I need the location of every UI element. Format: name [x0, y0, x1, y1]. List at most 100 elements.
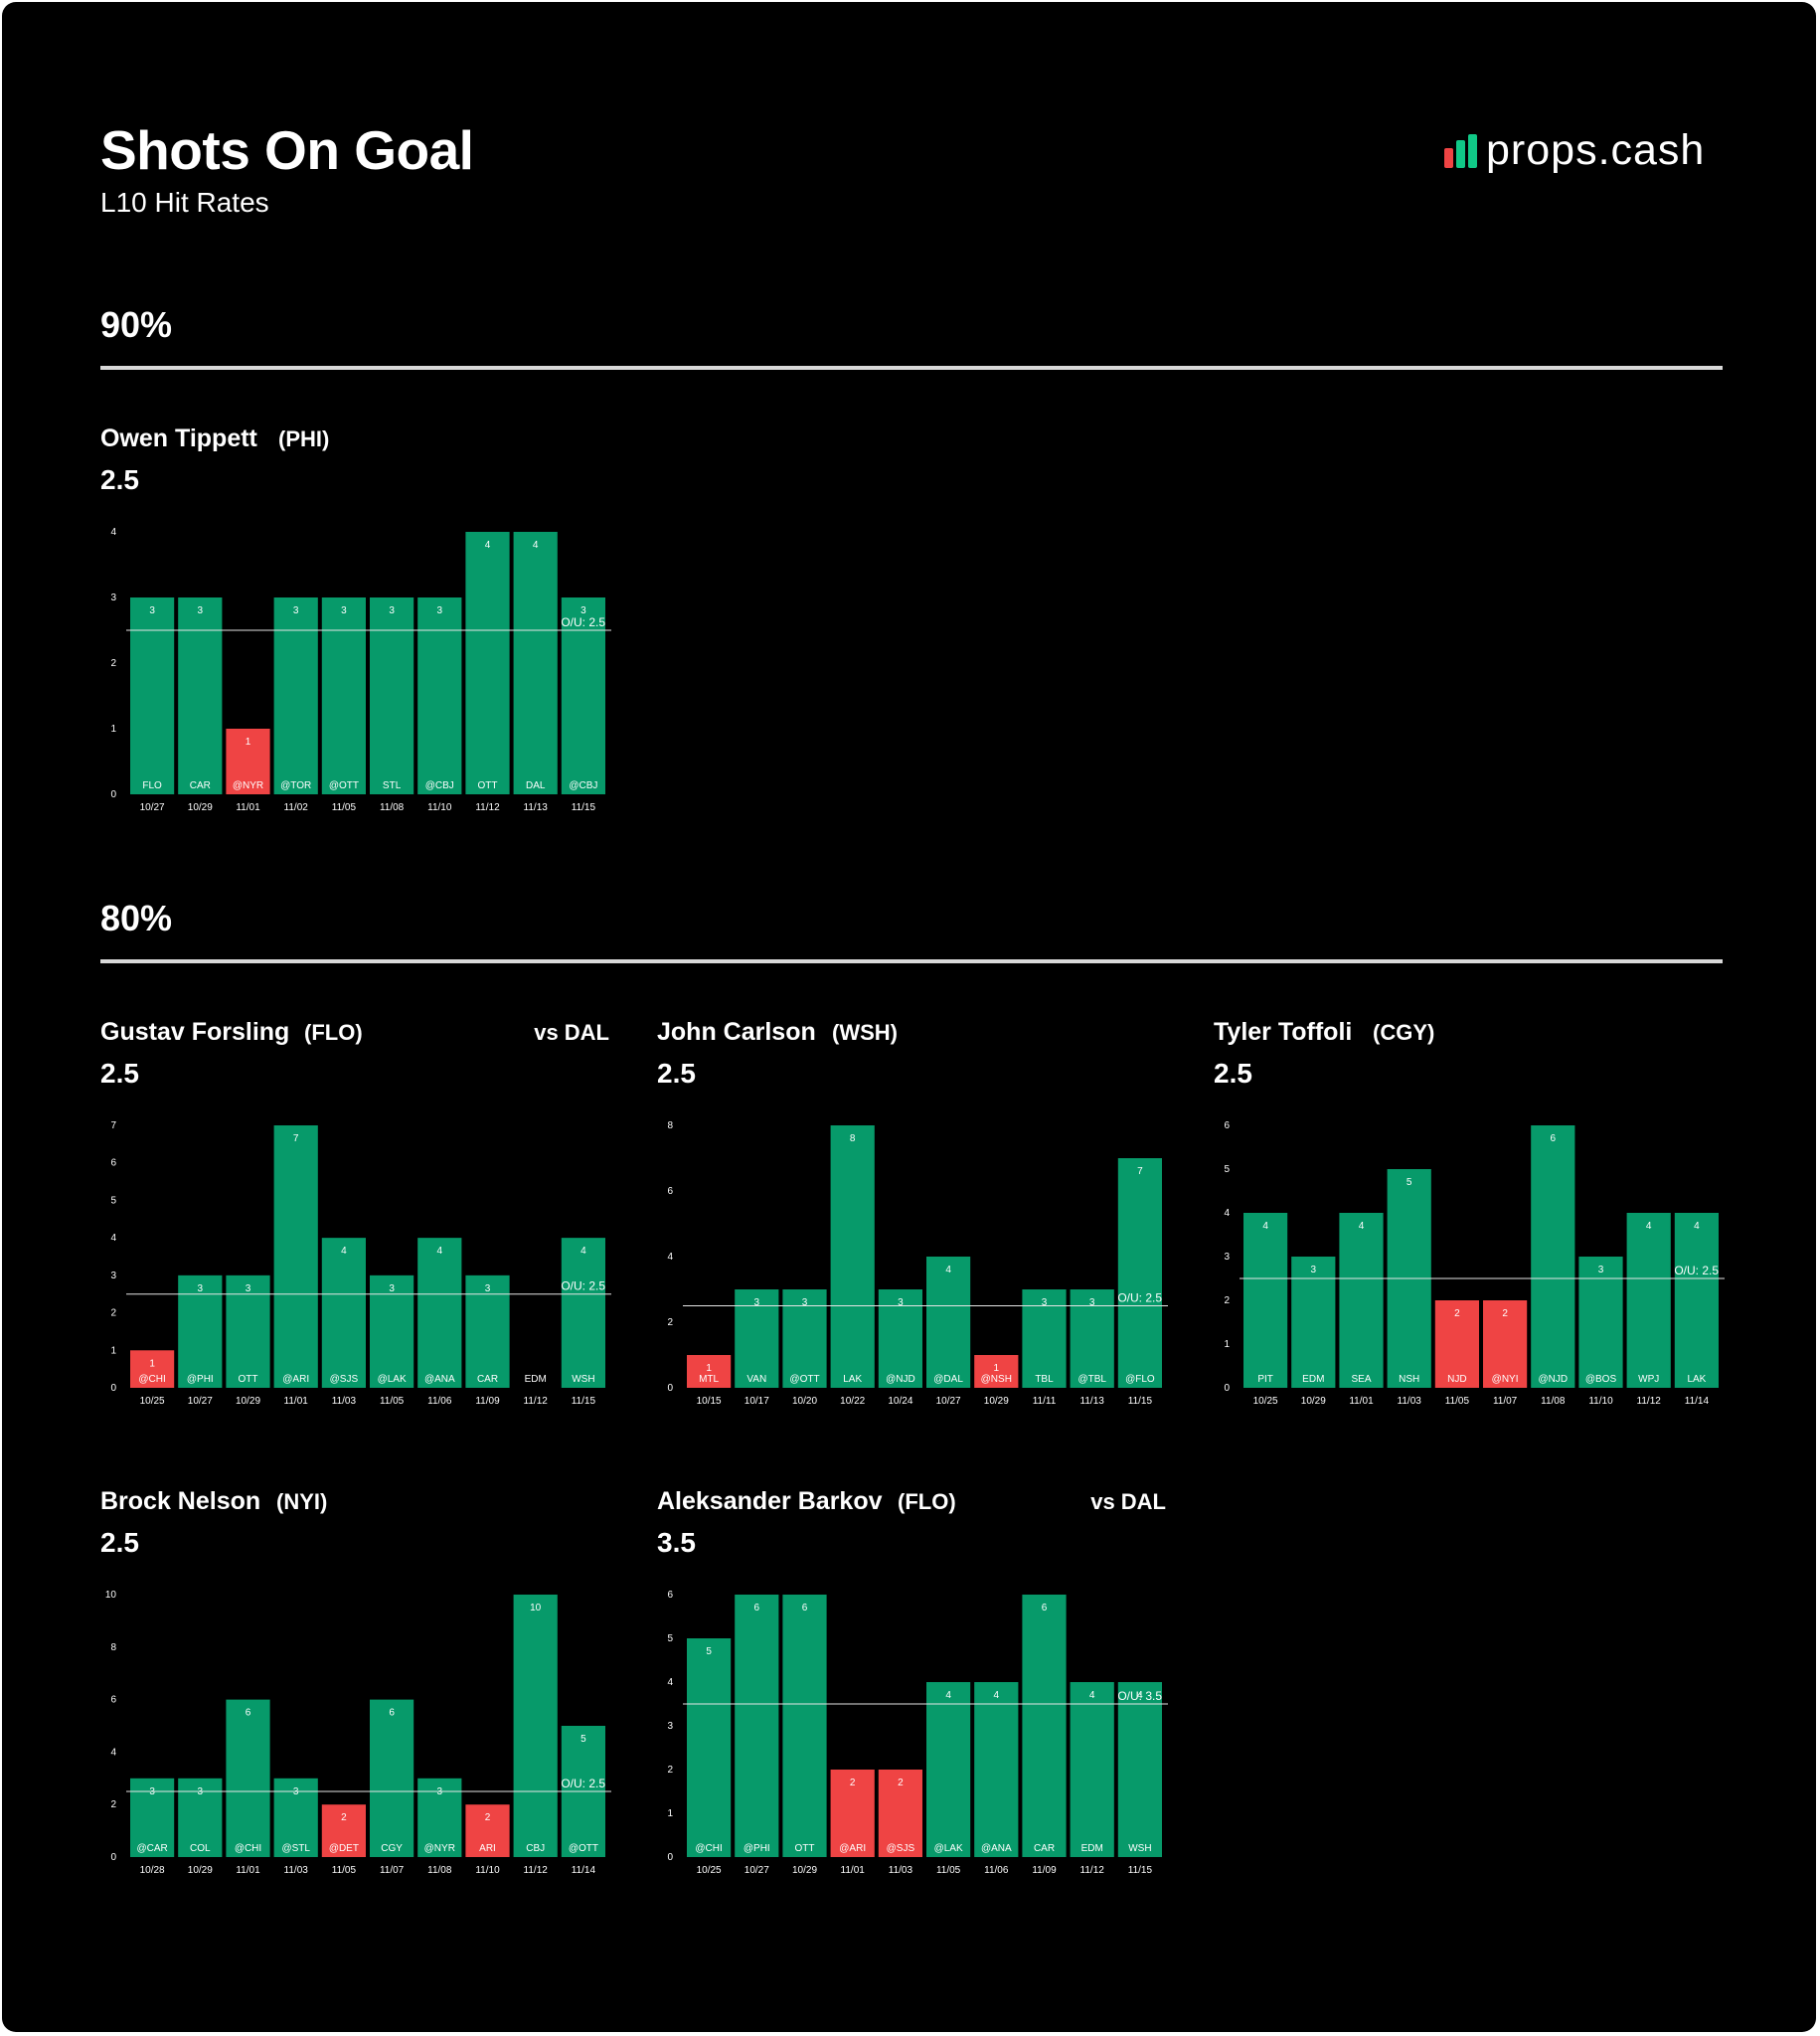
- bar: [130, 597, 175, 794]
- bar: [513, 532, 558, 794]
- opponent-label: EDM: [1302, 1374, 1324, 1385]
- bar: [974, 1682, 1019, 1857]
- bar-value-label: 3: [389, 605, 395, 616]
- date-tick-label: 11/03: [332, 1396, 357, 1407]
- opponent-label: NJD: [1447, 1374, 1466, 1385]
- bar: [1117, 1158, 1162, 1388]
- bar: [926, 1257, 971, 1388]
- opponent-label: @CHI: [235, 1843, 261, 1854]
- player-name: Owen Tippett: [100, 424, 257, 452]
- bar: [1578, 1257, 1623, 1388]
- opponent-label: PIT: [1257, 1374, 1273, 1385]
- y-tick-label: 4: [667, 1252, 673, 1263]
- bar: [1117, 1682, 1162, 1857]
- opponent-label: OTT: [239, 1374, 258, 1385]
- opponent-label: MTL: [699, 1374, 719, 1385]
- date-tick-label: 11/09: [475, 1396, 500, 1407]
- date-tick-label: 11/12: [1637, 1396, 1662, 1407]
- date-tick-label: 11/15: [1128, 1865, 1153, 1876]
- y-tick-label: 1: [110, 1345, 116, 1356]
- opponent-label: ARI: [479, 1843, 496, 1854]
- opponent-label: @NYI: [1492, 1374, 1519, 1385]
- bar: [321, 597, 366, 794]
- bar-value-label: 7: [1137, 1166, 1143, 1177]
- bar-value-label: 3: [437, 605, 443, 616]
- bar: [226, 729, 270, 794]
- date-tick-label: 11/14: [1685, 1396, 1710, 1407]
- bar: [321, 1238, 366, 1388]
- opponent-label: DAL: [526, 780, 546, 791]
- y-tick-label: 10: [105, 1590, 117, 1601]
- date-tick-label: 10/15: [697, 1396, 722, 1407]
- brand-logo[interactable]: props.cash: [1444, 129, 1705, 172]
- opponent-label: @NJD: [1538, 1374, 1568, 1385]
- date-tick-label: 11/09: [1032, 1865, 1057, 1876]
- date-tick-label: 11/14: [572, 1865, 596, 1876]
- y-tick-label: 1: [667, 1808, 673, 1819]
- bar: [1070, 1682, 1114, 1857]
- bar-value-label: 2: [850, 1778, 856, 1788]
- bar: [513, 1595, 558, 1857]
- logo-bar-green-1: [1456, 139, 1465, 168]
- opponent-label: @SJS: [330, 1374, 359, 1385]
- opponent-label: CGY: [381, 1843, 403, 1854]
- y-tick-label: 5: [667, 1633, 673, 1644]
- date-tick-label: 11/05: [936, 1865, 961, 1876]
- bar-value-label: 4: [945, 1265, 951, 1275]
- date-tick-label: 10/17: [745, 1396, 769, 1407]
- bar-value-label: 4: [437, 1246, 443, 1257]
- opponent-label: FLO: [142, 780, 162, 791]
- bar: [782, 1595, 827, 1857]
- date-tick-label: 10/29: [792, 1865, 817, 1876]
- opponent-label: @TOR: [280, 780, 311, 791]
- opponent-label: @LAK: [934, 1843, 963, 1854]
- y-tick-label: 6: [667, 1590, 673, 1601]
- bar-value-label: 6: [802, 1603, 808, 1613]
- bar-value-label: 1: [246, 737, 251, 748]
- opponent-label: CBJ: [526, 1843, 545, 1854]
- bar-value-label: 7: [293, 1133, 299, 1144]
- player-team: (WSH): [832, 1020, 898, 1045]
- date-tick-label: 11/12: [1080, 1865, 1105, 1876]
- date-tick-label: 11/15: [572, 1396, 596, 1407]
- chart-aleksander-barkov: 0 1 2 3 4 5 6 5 @CHI 10/25 6 @PHI 10/27 6 OTT 10/29 2 @AR…: [667, 1590, 1168, 1876]
- bar-value-label: 4: [1262, 1221, 1268, 1232]
- section-divider-80: [100, 959, 1723, 963]
- opponent-label: SEA: [1351, 1374, 1371, 1385]
- bar-value-label: 4: [1646, 1221, 1652, 1232]
- opponent-label: @NJD: [886, 1374, 915, 1385]
- bar: [1483, 1300, 1528, 1388]
- bar-value-label: 3: [341, 605, 347, 616]
- bar-value-label: 3: [898, 1297, 904, 1308]
- date-tick-label: 11/07: [1493, 1396, 1518, 1407]
- opponent-label: @BOS: [1585, 1374, 1617, 1385]
- bar: [1243, 1213, 1288, 1388]
- prop-line: 2.5: [100, 1527, 139, 1558]
- date-tick-label: 10/25: [697, 1865, 722, 1876]
- bar-value-label: 4: [533, 540, 539, 551]
- bar-value-label: 2: [898, 1778, 904, 1788]
- date-tick-label: 11/01: [1349, 1396, 1374, 1407]
- bar-value-label: 1: [706, 1363, 712, 1374]
- bar-value-label: 4: [1137, 1690, 1143, 1701]
- bar-chart-logo-icon: [1444, 133, 1477, 168]
- opponent-label: @NSH: [981, 1374, 1012, 1385]
- date-tick-label: 11/06: [984, 1865, 1009, 1876]
- date-tick-label: 10/29: [236, 1396, 260, 1407]
- date-tick-label: 11/08: [427, 1865, 452, 1876]
- date-tick-label: 11/12: [475, 802, 500, 813]
- bar: [1626, 1213, 1671, 1388]
- threshold-label: O/U: 3.5: [1117, 1689, 1162, 1703]
- bar: [561, 1238, 605, 1388]
- opponent-label: WSH: [1128, 1843, 1151, 1854]
- matchup-label: vs DAL: [534, 1020, 609, 1045]
- opponent-label: @PHI: [744, 1843, 770, 1854]
- bar: [226, 1699, 270, 1857]
- opponent-label: EDM: [1081, 1843, 1103, 1854]
- page-title: Shots On Goal: [100, 119, 474, 181]
- date-tick-label: 10/20: [792, 1396, 817, 1407]
- opponent-label: VAN: [746, 1374, 766, 1385]
- date-tick-label: 10/29: [1301, 1396, 1326, 1407]
- threshold-label: O/U: 2.5: [1117, 1291, 1162, 1305]
